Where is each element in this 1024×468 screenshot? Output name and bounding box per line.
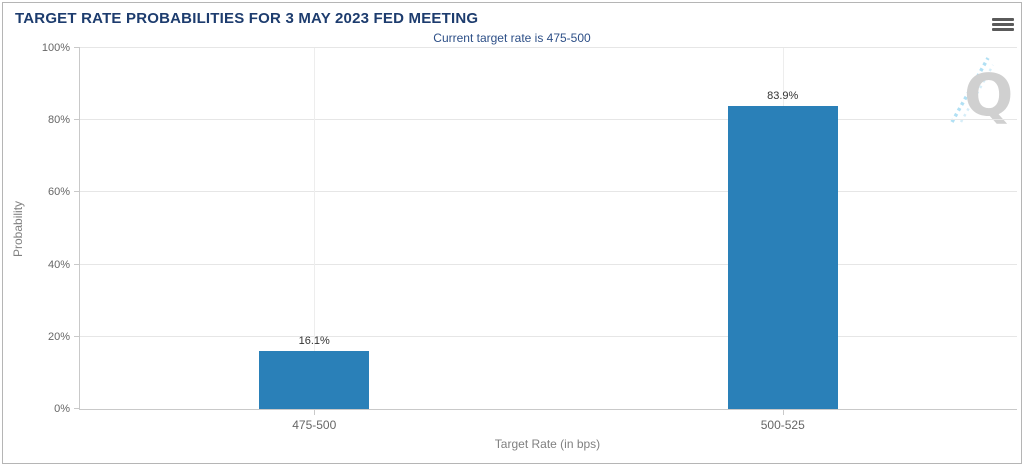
- gridline-horizontal: [80, 191, 1017, 193]
- y-axis-title: Probability: [11, 200, 25, 257]
- y-axis-tick: [74, 263, 80, 265]
- y-axis-tick: [74, 408, 80, 409]
- gridline-horizontal: [80, 335, 1017, 337]
- hamburger-icon: [992, 18, 1014, 31]
- bar-value-label: 83.9%: [767, 90, 799, 103]
- watermark-letter: Q: [964, 61, 1012, 125]
- y-tick-label: 40%: [47, 258, 70, 271]
- y-axis-tick: [74, 47, 80, 48]
- gridline-horizontal: [80, 263, 1017, 265]
- y-tick-label: 20%: [47, 330, 70, 343]
- plot-area: 0% 20% 40% 60% 80% 100% 16.1% 475-500 83.9% 500-5…: [42, 42, 1017, 432]
- bar-value-label: 16.1%: [298, 334, 330, 347]
- y-axis-tick: [74, 335, 80, 337]
- x-category-label: 500-525: [760, 418, 805, 432]
- gridline-horizontal: [80, 119, 1017, 121]
- x-category-label: 475-500: [292, 418, 337, 432]
- gridline-vertical: [314, 48, 316, 409]
- y-tick-label: 60%: [47, 186, 70, 199]
- gridline-horizontal: [80, 47, 1017, 48]
- chart-bar[interactable]: [727, 106, 838, 409]
- x-axis-title: Target Rate (in bps): [494, 437, 601, 451]
- y-tick-label: 100%: [41, 42, 70, 54]
- x-axis-tick: [782, 409, 784, 415]
- chart-menu-button[interactable]: [992, 18, 1014, 34]
- y-tick-label: 80%: [47, 114, 70, 127]
- chart-bar[interactable]: [259, 350, 370, 409]
- chart-subtitle: Current target rate is 475-500: [433, 31, 591, 45]
- y-axis-tick: [74, 119, 80, 121]
- y-axis-tick: [74, 191, 80, 193]
- chart-title: TARGET RATE PROBABILITIES FOR 3 MAY 2023…: [15, 10, 479, 27]
- quikstrike-logo: Q: [946, 55, 1013, 129]
- x-axis-tick: [314, 409, 316, 415]
- quikstrike-logo-graphic: Q: [950, 57, 1013, 129]
- y-tick-label: 0%: [54, 403, 70, 415]
